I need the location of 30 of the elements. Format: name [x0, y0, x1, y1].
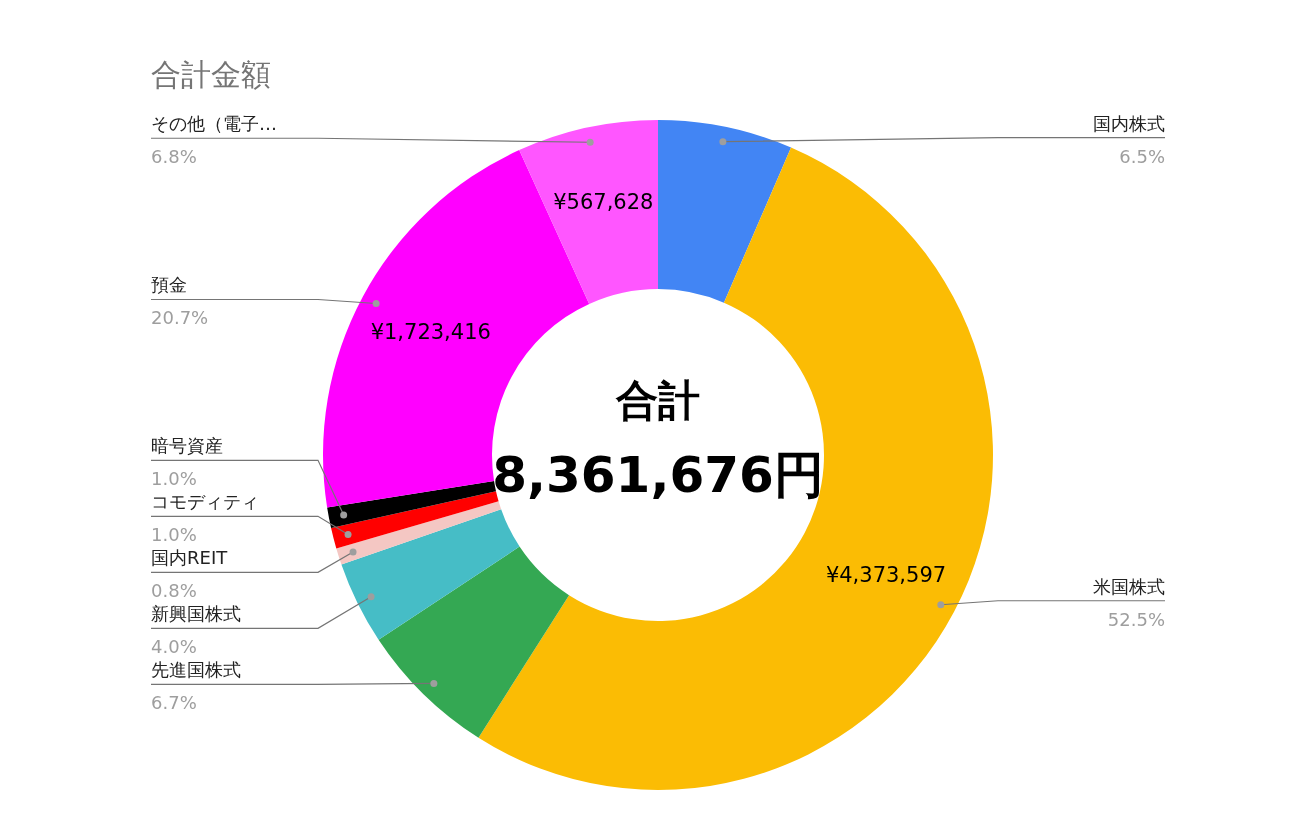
donut-slice	[341, 509, 520, 640]
slice-label: 国内REIT	[151, 547, 229, 569]
chart-title: 合計金額	[151, 57, 271, 92]
slice-label: 新興国株式	[151, 603, 241, 625]
text: 合計	[615, 375, 700, 425]
donut-slice	[658, 120, 792, 303]
data-label: 0.8%	[151, 580, 197, 602]
slice-label: 米国株式	[1093, 575, 1165, 597]
slice-label: その他（電子…	[151, 113, 277, 135]
text: ¥1,723,416	[370, 319, 491, 344]
data-label: 6.7%	[151, 692, 197, 714]
donut-slice	[519, 120, 658, 304]
data-label: 4.0%	[151, 636, 197, 658]
donut-slice	[378, 546, 570, 738]
data-label: 6.8%	[151, 146, 197, 168]
slice-label: 先進国株式	[151, 659, 241, 681]
slice-label: 国内株式	[1093, 112, 1165, 134]
data-label: 6.5%	[1119, 145, 1165, 167]
slice-label: 暗号資産	[151, 435, 223, 457]
data-label: 1.0%	[151, 468, 197, 490]
text: ¥4,373,597	[825, 562, 947, 587]
donut-slice	[336, 501, 502, 565]
data-label: 20.7%	[151, 307, 209, 329]
donut-slice	[327, 480, 496, 529]
slice-label: コモディティ	[151, 491, 259, 513]
text: 8,361,676円	[492, 445, 824, 504]
slice-label: 預金	[151, 274, 187, 296]
text: ¥567,628	[553, 189, 654, 214]
data-label: 1.0%	[151, 524, 197, 546]
data-label: 52.5%	[1107, 608, 1165, 630]
